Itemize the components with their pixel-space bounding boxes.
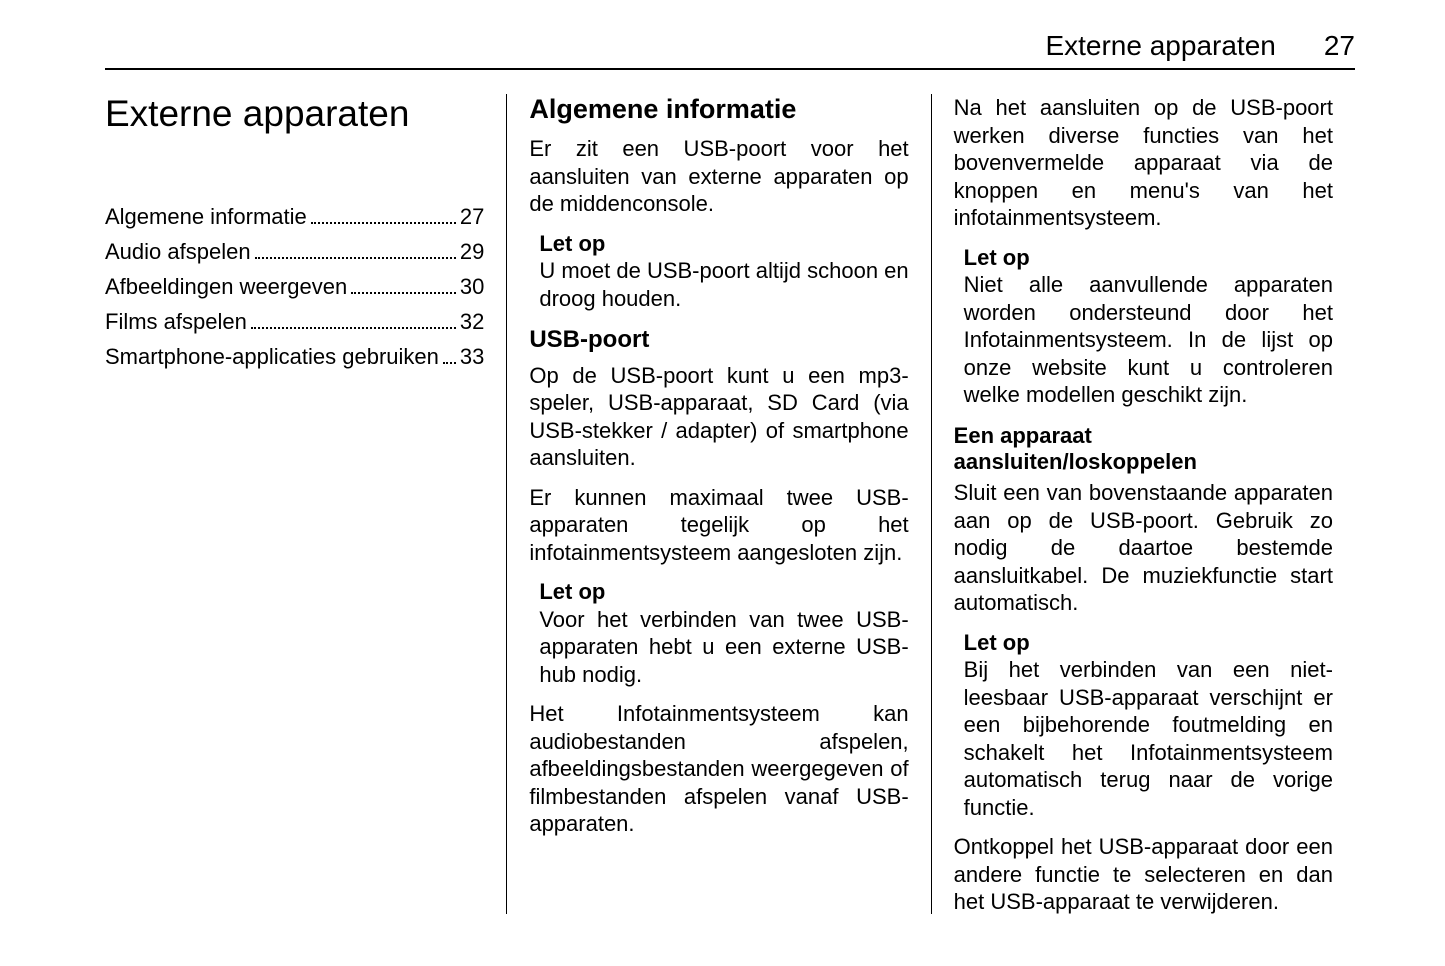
note-block: Let op Voor het verbinden van twee USB-a… xyxy=(539,578,908,688)
toc-label: Smartphone-applicaties gebruiken xyxy=(105,339,439,374)
sub-subsection-heading: Een apparaat aansluiten/loskoppelen xyxy=(954,423,1333,476)
note-title: Let op xyxy=(964,629,1333,657)
toc-page: 27 xyxy=(460,199,484,234)
subsection-heading: USB-poort xyxy=(529,326,908,354)
manual-page: Externe apparaten 27 Externe apparaten A… xyxy=(0,0,1445,966)
paragraph: Er zit een USB-poort voor het aansluiten… xyxy=(529,135,908,218)
note-title: Let op xyxy=(539,578,908,606)
column-3: Na het aansluiten op de USB-poort werken… xyxy=(931,94,1355,914)
paragraph: Na het aansluiten op de USB-poort werken… xyxy=(954,94,1333,232)
toc-dots xyxy=(311,202,456,224)
toc-dots xyxy=(351,272,456,294)
header-title: Externe apparaten xyxy=(1045,30,1275,62)
toc-dots xyxy=(443,342,456,364)
paragraph: Ontkoppel het USB-apparaat door een ande… xyxy=(954,833,1333,916)
toc-label: Films afspelen xyxy=(105,304,247,339)
note-body: U moet de USB-poort altijd schoon en dro… xyxy=(539,257,908,312)
chapter-title: Externe apparaten xyxy=(105,94,484,135)
toc-label: Audio afspelen xyxy=(105,234,251,269)
toc-page: 30 xyxy=(460,269,484,304)
toc-label: Algemene informatie xyxy=(105,199,307,234)
toc-page: 29 xyxy=(460,234,484,269)
toc-row: Audio afspelen 29 xyxy=(105,234,484,269)
toc-row: Smartphone-applicaties gebruiken 33 xyxy=(105,339,484,374)
paragraph: Er kunnen maximaal twee USB-apparaten te… xyxy=(529,484,908,567)
note-body: Bij het verbinden van een niet-leesbaar … xyxy=(964,656,1333,821)
note-title: Let op xyxy=(539,230,908,258)
note-title: Let op xyxy=(964,244,1333,272)
header-page-number: 27 xyxy=(1324,30,1355,62)
note-block: Let op Niet alle aanvullende apparaten w… xyxy=(964,244,1333,409)
page-header: Externe apparaten 27 xyxy=(105,30,1355,70)
paragraph: Het Infotainmentsysteem kan audiobestand… xyxy=(529,700,908,838)
paragraph: Op de USB-poort kunt u een mp3-speler, U… xyxy=(529,362,908,472)
toc-row: Algemene informatie 27 xyxy=(105,199,484,234)
columns: Externe apparaten Algemene informatie27A… xyxy=(105,94,1355,914)
toc-dots xyxy=(251,307,456,329)
paragraph: Sluit een van bovenstaande apparaten aan… xyxy=(954,479,1333,617)
toc-page: 32 xyxy=(460,304,484,339)
section-heading: Algemene informatie xyxy=(529,94,908,125)
toc-dots xyxy=(255,237,456,259)
note-block: Let op Bij het verbinden van een niet-le… xyxy=(964,629,1333,822)
note-body: Voor het verbinden van twee USB-apparate… xyxy=(539,606,908,689)
toc-row: Films afspelen 32 xyxy=(105,304,484,339)
note-body: Niet alle aanvullende apparaten worden o… xyxy=(964,271,1333,409)
toc-label: Afbeeldingen weergeven xyxy=(105,269,347,304)
column-2: Algemene informatie Er zit een USB-poort… xyxy=(506,94,930,914)
toc-page: 33 xyxy=(460,339,484,374)
column-1: Externe apparaten Algemene informatie27A… xyxy=(105,94,506,914)
note-block: Let op U moet de USB-poort altijd schoon… xyxy=(539,230,908,313)
toc: Algemene informatie27Audio afspelen29Afb… xyxy=(105,199,484,375)
toc-row: Afbeeldingen weergeven 30 xyxy=(105,269,484,304)
